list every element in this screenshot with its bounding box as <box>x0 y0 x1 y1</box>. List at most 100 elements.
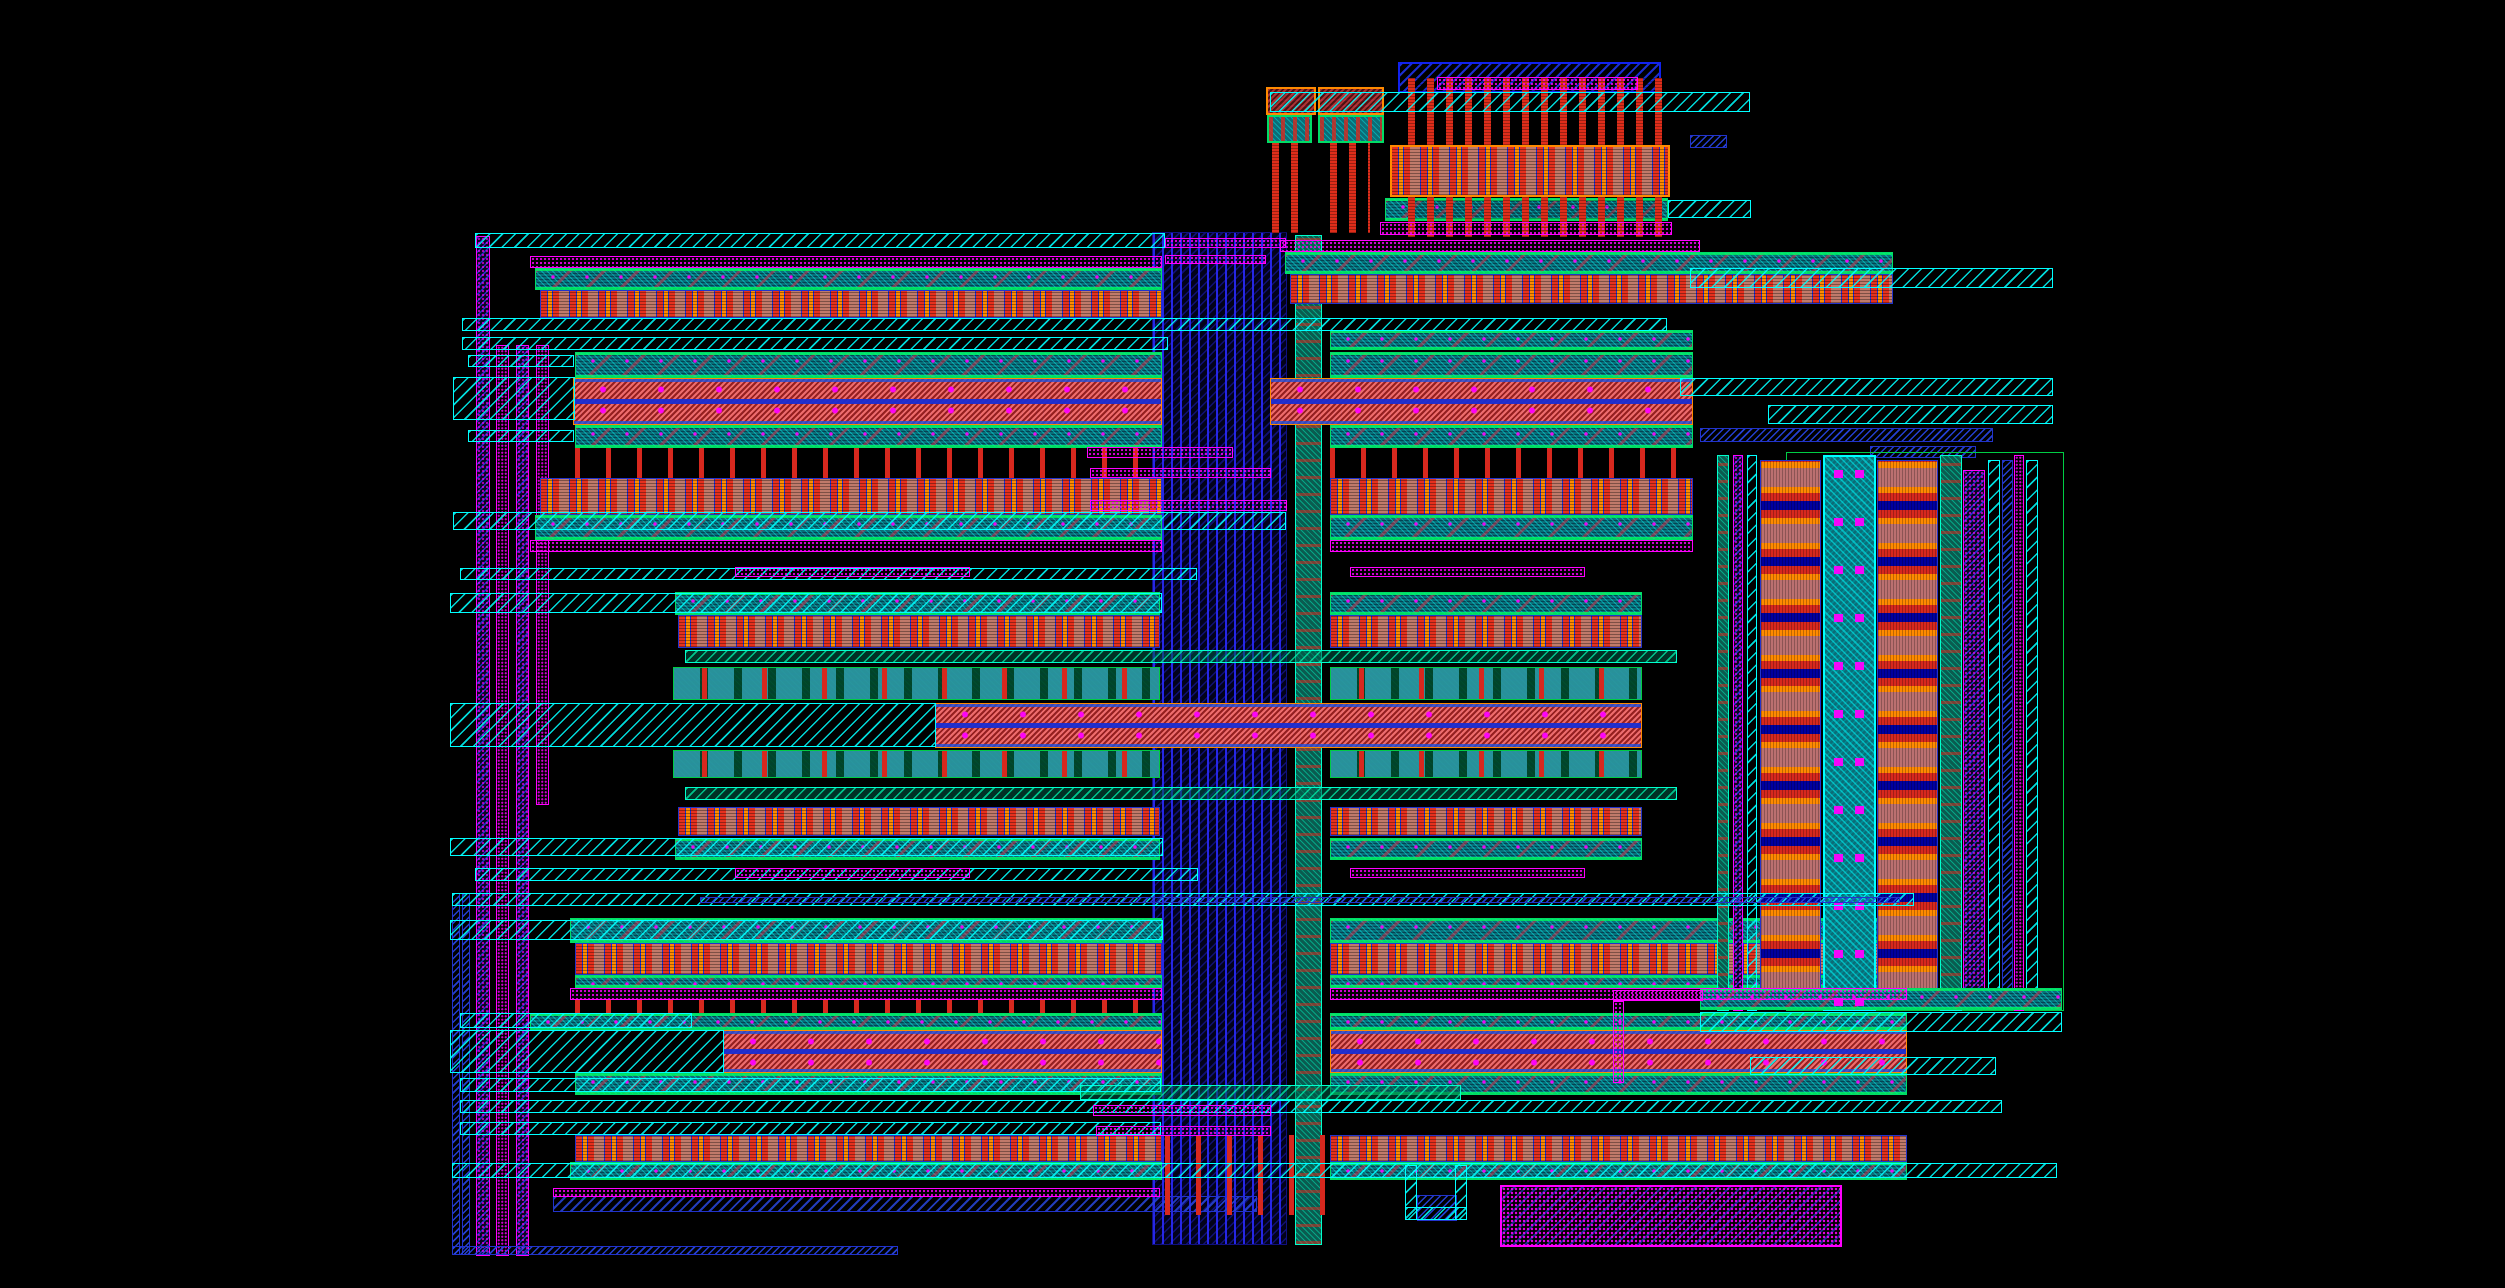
lt-red-row-2 <box>540 478 1162 515</box>
lt-pp-row <box>573 378 1162 425</box>
ladder-col-left <box>1760 460 1821 1006</box>
rail-c <box>462 337 1168 350</box>
rb-mag-u-band <box>1500 1185 1842 1247</box>
topblock-rail <box>1270 92 1750 112</box>
rail-b <box>462 318 1667 331</box>
rm-teal-row-2 <box>1330 838 1642 860</box>
topright-rail-stub <box>1668 200 1751 218</box>
rail-stub-2 <box>468 430 574 442</box>
mag-l-wire-v <box>1613 1001 1624 1083</box>
bus-mag-cross-3 <box>1090 500 1287 511</box>
rt-red-row-2 <box>1330 478 1693 515</box>
ladder-right-strip-3 <box>1988 460 2000 1006</box>
lt-red-row-1 <box>540 290 1162 318</box>
ladder-right-strip-2 <box>1963 470 1985 1001</box>
ladder-col-right <box>1877 460 1938 1006</box>
bus-mag-cross-5 <box>1096 1126 1271 1136</box>
lb-red-row-2 <box>575 1135 1162 1162</box>
big-bar-2 <box>450 703 936 747</box>
mid-red-row-1 <box>678 615 1160 648</box>
rm-nmos-row-1 <box>1330 667 1642 700</box>
ladder-spine <box>1823 455 1876 1011</box>
bottom-cyan-u-base <box>1405 1207 1467 1220</box>
rm-teal-row-1 <box>1330 592 1642 615</box>
bus-mag-cross-7 <box>1165 255 1266 264</box>
big-bar-1 <box>453 377 575 420</box>
rail-h <box>450 838 1163 856</box>
rail-d <box>453 512 1286 530</box>
lt-mag-bar-1 <box>530 256 1162 268</box>
lb-mag-bar-1 <box>570 988 1162 1000</box>
lt-teal-row-3 <box>575 425 1162 448</box>
rt-poly-gap <box>1330 448 1693 478</box>
ladder-blue-bar-1 <box>1700 428 1993 442</box>
left-blue-strip-1 <box>452 893 460 1255</box>
ladder-right-strip-6 <box>2026 460 2038 1006</box>
left-strip-3 <box>516 345 529 1256</box>
rail-bottom-right <box>1750 1057 1996 1075</box>
rt-teal-row-1 <box>1285 252 1893 274</box>
mid-nmos-row-1 <box>673 667 1160 700</box>
rt-teal-row-1b <box>1330 330 1693 350</box>
rail-p <box>460 1122 1161 1135</box>
lb-red-row-1 <box>575 943 1162 975</box>
lt-teal-row-2 <box>575 352 1162 378</box>
bus-mag-cross-1 <box>1087 447 1233 458</box>
bus-mag-cross-2 <box>1090 468 1271 478</box>
rb-teal-row-4 <box>1330 1073 1907 1095</box>
topblock-teal-box-1 <box>1267 115 1312 143</box>
rail-q <box>452 1163 2057 1178</box>
rt-teal-row-4 <box>1330 515 1693 540</box>
rail-n <box>460 1078 1161 1092</box>
lt-poly-gap <box>575 448 1162 478</box>
ladder-via-col-1 <box>1834 460 1843 1006</box>
mid-nmos-row-2 <box>673 750 1160 778</box>
rt-teal-row-3 <box>1330 425 1693 448</box>
bottom-left-blue-line <box>452 1246 898 1255</box>
bus-mag-cross-4 <box>1093 1105 1271 1116</box>
bus-mag-cross-6 <box>1165 238 1286 248</box>
rt-mag-bar-2 <box>1330 540 1693 552</box>
mid-mag-bar-1 <box>735 567 970 577</box>
rm-red-row-2 <box>1330 807 1642 836</box>
ladder-right-strip-4 <box>2002 460 2013 1006</box>
topblock-mag-bar <box>1380 222 1672 235</box>
rail-right-1 <box>1690 268 2053 288</box>
lb-pp-row <box>723 1030 1162 1073</box>
ladder-via-col-2 <box>1855 460 1864 1006</box>
lt-mag-bar-2 <box>530 540 1162 552</box>
rm-mag-bar-2 <box>1350 868 1585 878</box>
bus-teal-cross <box>1080 1085 1461 1100</box>
rm-red-row-1 <box>1330 615 1642 648</box>
ladder-left-strip-2 <box>1733 455 1743 1011</box>
rail-k <box>450 920 1163 940</box>
lb-teal-row-2 <box>575 975 1162 988</box>
rail-j-blue <box>700 897 1900 903</box>
ladder-right-strip-5 <box>2014 455 2024 1011</box>
mid-red-row-2 <box>678 807 1160 836</box>
lb-mag-checker-bar <box>553 1188 1160 1197</box>
rail-teal-mid-1 <box>685 650 1677 663</box>
ladder-left-strip-1 <box>1717 455 1729 1011</box>
rb-red-row-2 <box>1330 1135 1907 1162</box>
topblock-poly-left-1 <box>1272 143 1308 233</box>
left-blue-strip-2 <box>462 893 470 1255</box>
rt-mag-bar-1 <box>1280 240 1700 252</box>
rail-stub-1 <box>468 355 574 367</box>
ladder-left-strip-3 <box>1747 455 1757 1011</box>
rail-teal-mid-2 <box>685 787 1677 800</box>
rt-pp-row <box>1270 378 1693 425</box>
lt-teal-row-1 <box>535 268 1162 290</box>
rail-right-2 <box>1680 378 2053 396</box>
left-strip-2 <box>496 345 509 1256</box>
mag-l-wire-h <box>1613 990 1703 1001</box>
rm-nmos-row-2 <box>1330 750 1642 778</box>
ladder-right-strip-1 <box>1940 455 1962 1011</box>
rail-f <box>450 593 1162 613</box>
rm-mag-bar-1 <box>1350 567 1585 577</box>
rail-a <box>475 233 1165 248</box>
rail-right-3 <box>1768 405 2053 424</box>
rt-teal-row-2 <box>1330 352 1693 378</box>
rail-l <box>460 1013 692 1028</box>
